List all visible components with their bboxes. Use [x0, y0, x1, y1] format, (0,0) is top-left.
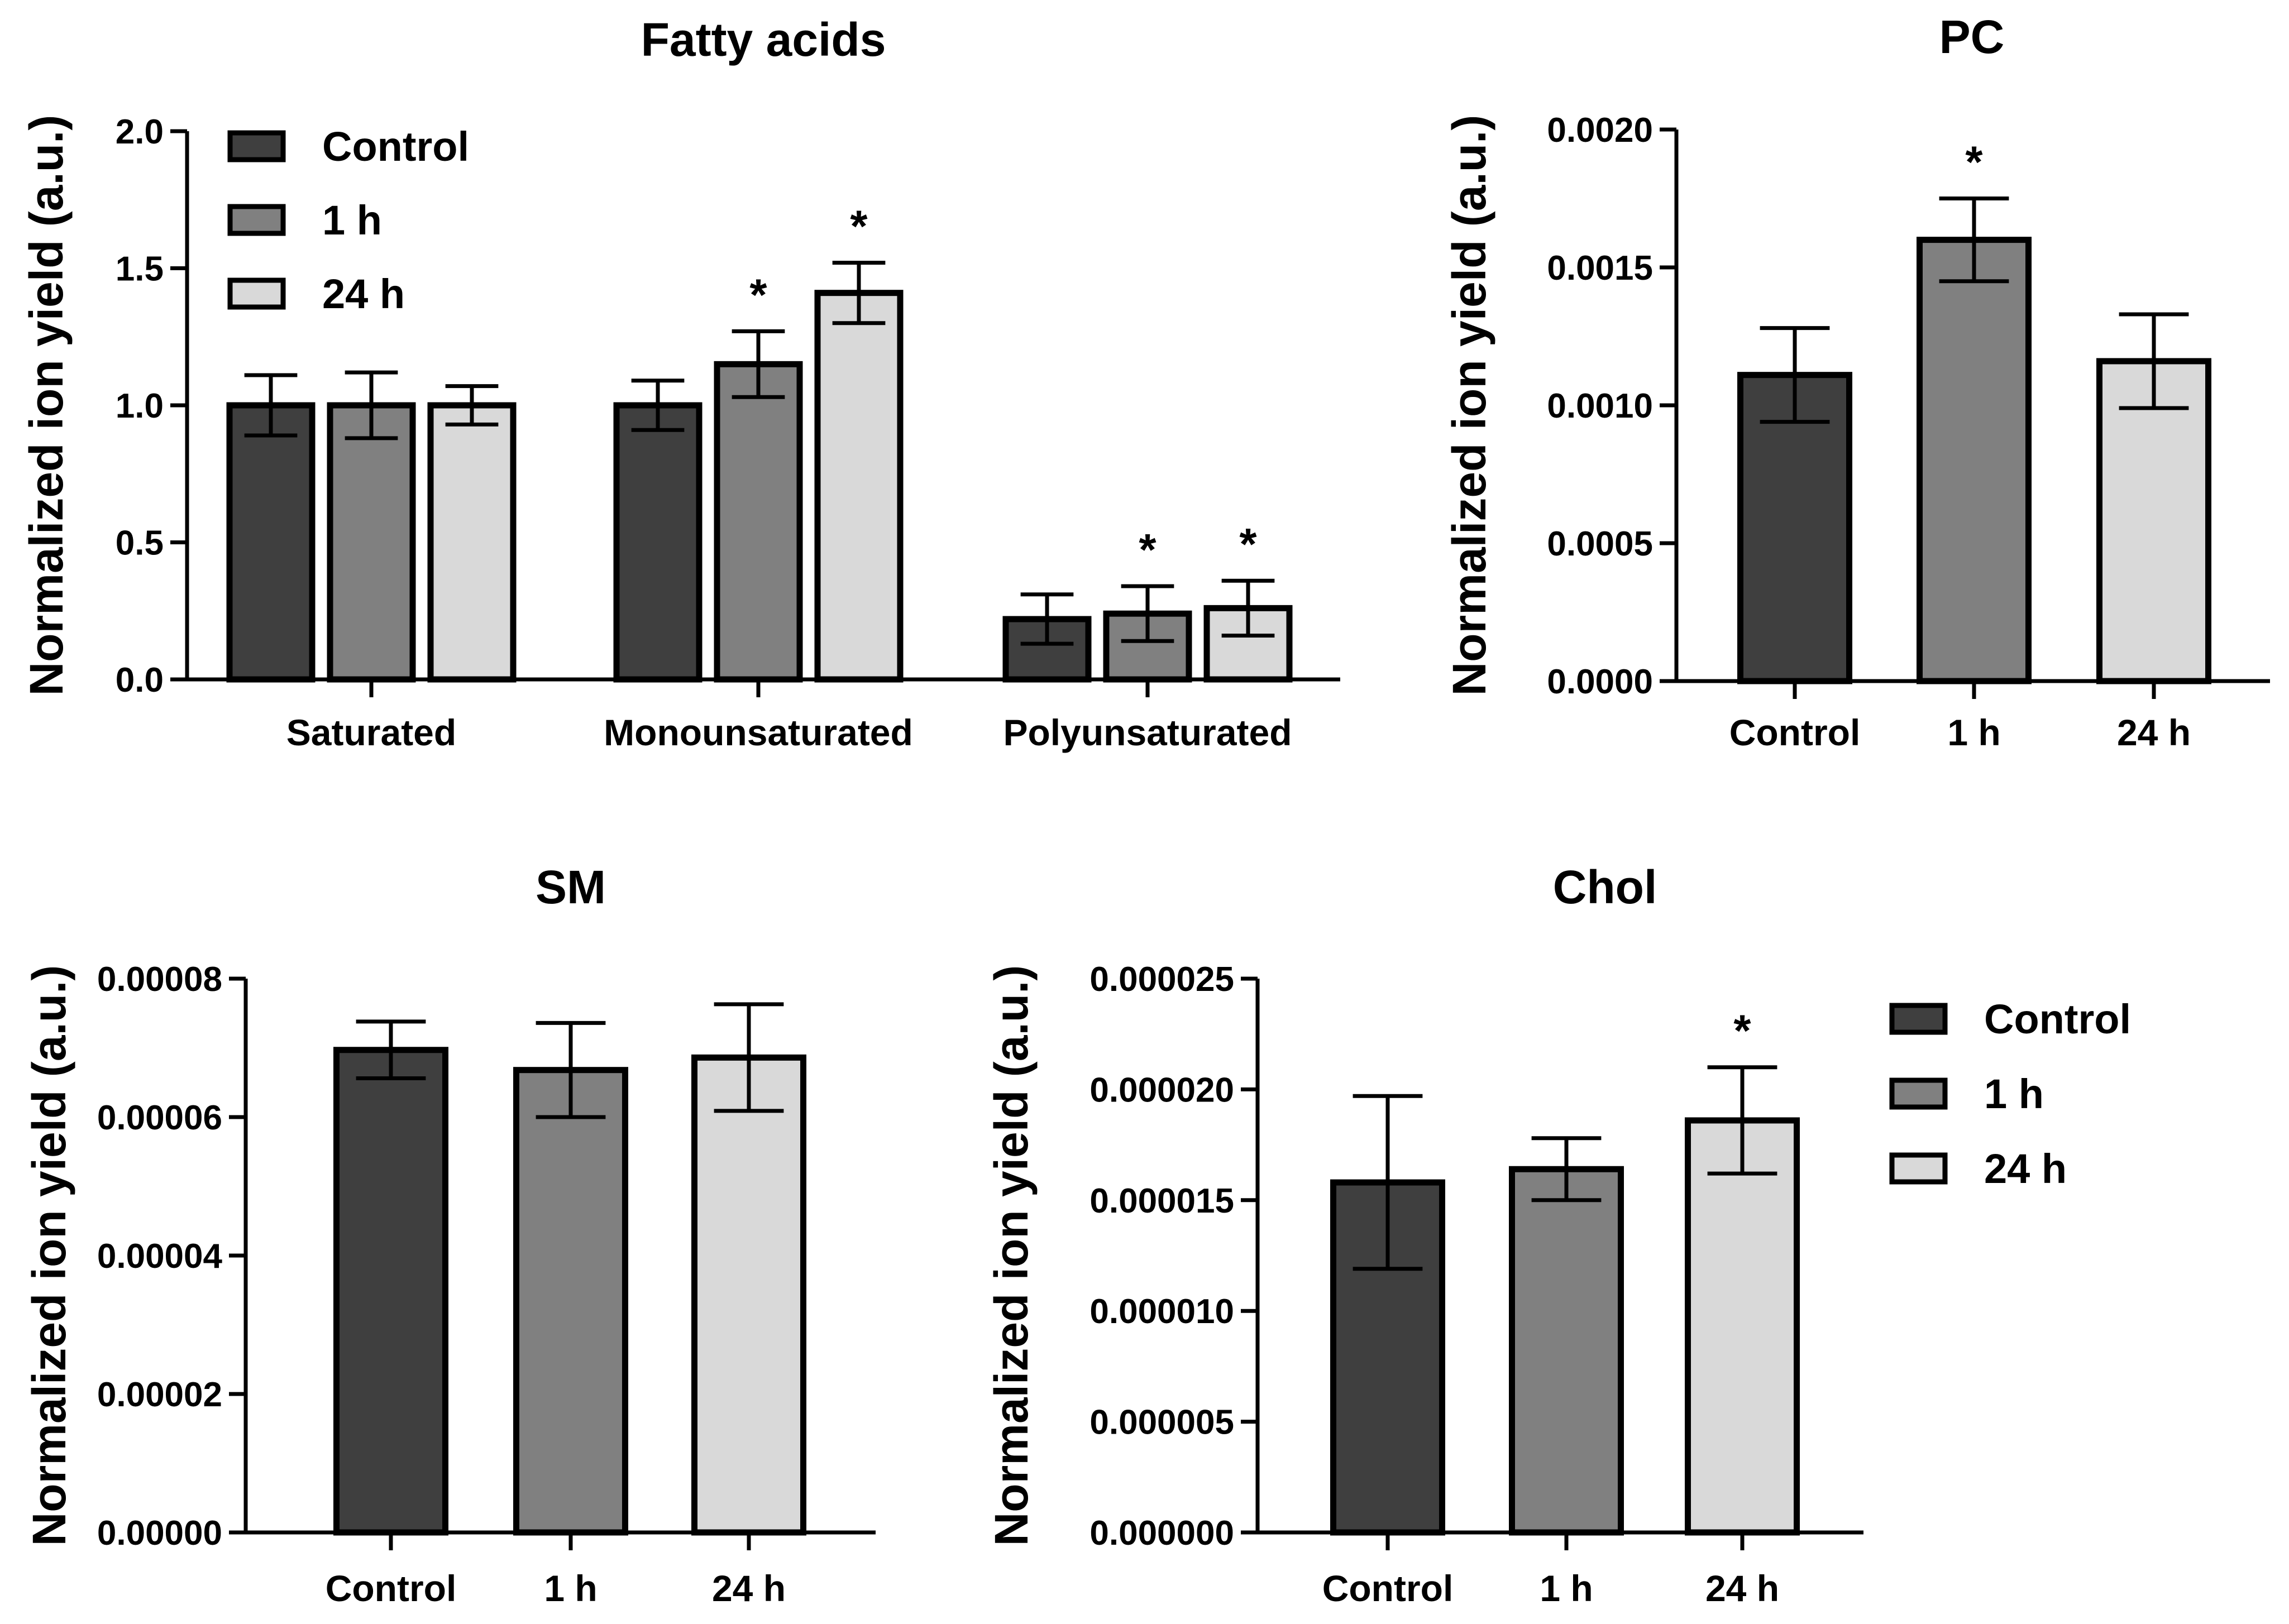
y-tick-label: 0.0010 — [1547, 387, 1653, 425]
y-tick-label: 1.5 — [116, 250, 164, 289]
legend-swatch-1-h — [227, 204, 286, 236]
y-tick-label: 0.00002 — [97, 1376, 222, 1414]
panel-pc: PC Normalized ion yield (a.u.) 0.0000 0.000… — [1443, 11, 2270, 753]
y-tick-label: 0.000020 — [1089, 1071, 1234, 1109]
legend-label-control: Control — [1984, 996, 2131, 1042]
y-tick-label: 0.000015 — [1089, 1182, 1234, 1220]
legend-swatch-24-h — [227, 277, 286, 310]
y-tick-label: 0.000000 — [1089, 1514, 1234, 1553]
saturated-24-h-bar — [427, 402, 517, 683]
y-tick-label: 0.000010 — [1089, 1292, 1234, 1331]
monounsaturated-control-bar — [613, 402, 703, 683]
24-h-bar — [691, 1054, 806, 1536]
saturated-1-h-bar — [327, 402, 416, 683]
y-tick-label: 0.0 — [116, 661, 164, 700]
monounsaturated-1-h-bar — [714, 361, 803, 683]
y-tick-label: 0.0015 — [1547, 249, 1653, 288]
1-h-bar — [513, 1067, 628, 1536]
legend-label-control: Control — [322, 123, 469, 170]
x-tick-label-1-h: 1 h — [544, 1568, 597, 1609]
legend-swatch-control — [227, 130, 286, 162]
y-axis-label: Normalized ion yield (a.u.) — [985, 965, 1038, 1546]
polyunsaturated-24-h-bar — [1203, 605, 1293, 683]
legend-label-1-h: 1 h — [1984, 1071, 2044, 1117]
y-axis-label: Normalized ion yield (a.u.) — [20, 115, 73, 696]
y-tick-label: 0.00006 — [97, 1099, 222, 1137]
polyunsaturated-1-h-significance-mark: * — [1139, 525, 1157, 574]
1-h-bar — [1509, 1166, 1624, 1536]
x-tick-label-control: Control — [1729, 712, 1861, 753]
x-tick-label-24-h: 24 h — [1705, 1568, 1779, 1609]
1-h-bar — [1917, 237, 2032, 684]
legend-label-1-h: 1 h — [322, 197, 382, 243]
legend-swatch-24-h — [1889, 1152, 1948, 1185]
y-tick-label: 0.00004 — [97, 1237, 223, 1276]
x-tick-label-24-h: 24 h — [712, 1568, 786, 1609]
saturated-control-bar — [226, 402, 316, 683]
x-tick-label-1-h: 1 h — [1540, 1568, 1593, 1609]
x-tick-label-saturated: Saturated — [286, 712, 456, 753]
panel-fatty-acids: Fatty acids Normalized ion yield (a.u.) 0.… — [20, 13, 1340, 753]
legend-fatty-acids: Control 1 h 24 h — [227, 123, 469, 317]
x-tick-label-polyunsaturated: Polyunsaturated — [1003, 712, 1292, 753]
24-h-bar — [1685, 1117, 1800, 1536]
control-bar — [1737, 372, 1852, 684]
24-h-bar — [2096, 358, 2211, 684]
y-tick-label: 2.0 — [116, 113, 164, 151]
chart-title: Fatty acids — [641, 13, 886, 66]
y-tick-label: 0.000025 — [1089, 960, 1234, 999]
24-h-significance-mark: * — [1733, 1006, 1751, 1056]
chart-title: Chol — [1553, 861, 1657, 913]
control-bar — [333, 1047, 448, 1536]
panel-chol: Chol Normalized ion yield (a.u.) 0.000000 0… — [985, 861, 1863, 1609]
y-tick-label: 0.0020 — [1547, 111, 1653, 150]
legend-label-24-h: 24 h — [1984, 1146, 2067, 1192]
x-tick-label-control: Control — [1322, 1568, 1454, 1609]
x-tick-label-control: Control — [326, 1568, 457, 1609]
y-axis-label: Normalized ion yield (a.u.) — [1443, 115, 1495, 696]
monounsaturated-24-h-bar — [814, 290, 904, 683]
legend-label-24-h: 24 h — [322, 271, 405, 317]
y-tick-label: 0.00008 — [97, 960, 222, 999]
x-tick-label-monounsaturated: Monounsaturated — [604, 712, 913, 753]
monounsaturated-1-h-significance-mark: * — [749, 270, 767, 319]
1-h-significance-mark: * — [1965, 137, 1983, 187]
legend-swatch-1-h — [1889, 1077, 1948, 1110]
y-tick-label: 1.0 — [116, 387, 164, 425]
monounsaturated-24-h-significance-mark: * — [850, 202, 868, 251]
y-tick-label: 0.0005 — [1547, 525, 1653, 563]
legend-swatch-control — [1889, 1003, 1948, 1035]
polyunsaturated-24-h-significance-mark: * — [1239, 519, 1257, 569]
y-tick-label: 0.0000 — [1547, 663, 1653, 701]
y-tick-label: 0.000005 — [1089, 1403, 1234, 1442]
chart-title: SM — [536, 861, 606, 913]
y-tick-label: 0.00000 — [97, 1514, 222, 1553]
legend-chol: Control 1 h 24 h — [1889, 996, 2131, 1192]
x-tick-label-1-h: 1 h — [1947, 712, 2000, 753]
chart-title: PC — [1939, 11, 2005, 63]
y-tick-label: 0.5 — [116, 524, 164, 563]
x-tick-label-24-h: 24 h — [2117, 712, 2191, 753]
panel-sm: SM Normalized ion yield (a.u.) 0.00000 0.00… — [23, 861, 876, 1609]
y-axis-label: Normalized ion yield (a.u.) — [23, 965, 75, 1546]
